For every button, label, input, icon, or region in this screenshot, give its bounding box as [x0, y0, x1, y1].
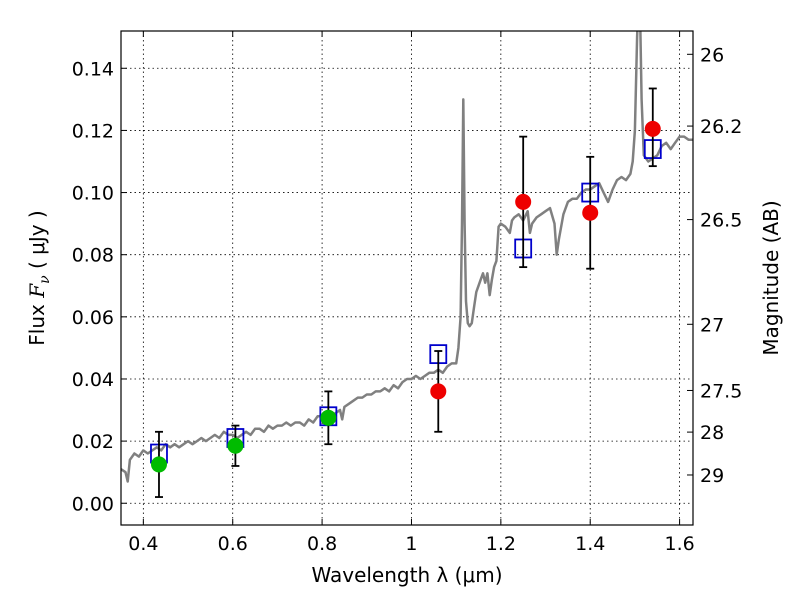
y2-tick-label: 26 [700, 44, 724, 66]
x-tick-label: 0.8 [307, 533, 337, 555]
y-axis-label-units: ( μJy ) [25, 210, 49, 275]
y-tick-label: 0.06 [72, 307, 114, 329]
measured-point [515, 193, 532, 210]
y-axis-label-subscript: ν [37, 275, 53, 284]
x-tick-label: 1.2 [486, 533, 516, 555]
y-tick-label: 0.04 [72, 369, 114, 391]
model-spectrum-line [121, 31, 693, 483]
measured-point [582, 204, 599, 221]
y2-tick-label: 27 [700, 314, 724, 336]
plot-frame [120, 30, 694, 526]
measured-point [320, 409, 337, 426]
measured-point [430, 383, 447, 400]
y-tick-label: 0.08 [72, 245, 114, 267]
y-tick-label: 0.02 [72, 431, 114, 453]
x-tick-label: 1.6 [664, 533, 694, 555]
measured-point [644, 120, 661, 137]
x-tick-label: 1 [405, 533, 417, 555]
x-tick-label: 0.4 [128, 533, 158, 555]
measured-point [150, 456, 167, 473]
y-tick-label: 0.00 [72, 493, 114, 515]
y2-tick-label: 26.2 [700, 116, 742, 138]
y-axis-label-symbol: F [25, 283, 49, 299]
y2-tick-label: 26.5 [700, 210, 742, 232]
y-tick-label: 0.10 [72, 183, 114, 205]
y-axis-label: Flux Fν ( μJy ) [25, 210, 53, 345]
x-tick-label: 0.6 [218, 533, 248, 555]
x-axis-label: Wavelength λ (μm) [311, 563, 502, 587]
y2-axis-label: Magnitude (AB) [759, 200, 783, 355]
y2-tick-label: 28 [700, 422, 724, 444]
y2-tick-label: 27.5 [700, 380, 742, 402]
y2-tick-label: 29 [700, 465, 724, 487]
axes: 0.4 0.6 0.8 1 1.2 1.4 1.6 0.00 0.02 0.04 0.06 0.08 0… [72, 31, 742, 555]
x-tick-label: 1.4 [575, 533, 605, 555]
measured-point [227, 437, 244, 454]
plot-area [121, 31, 693, 498]
y-tick-label: 0.14 [72, 58, 114, 80]
grid [121, 31, 693, 525]
y-axis-label-prefix: Flux [25, 298, 49, 346]
y-tick-label: 0.12 [72, 120, 114, 142]
